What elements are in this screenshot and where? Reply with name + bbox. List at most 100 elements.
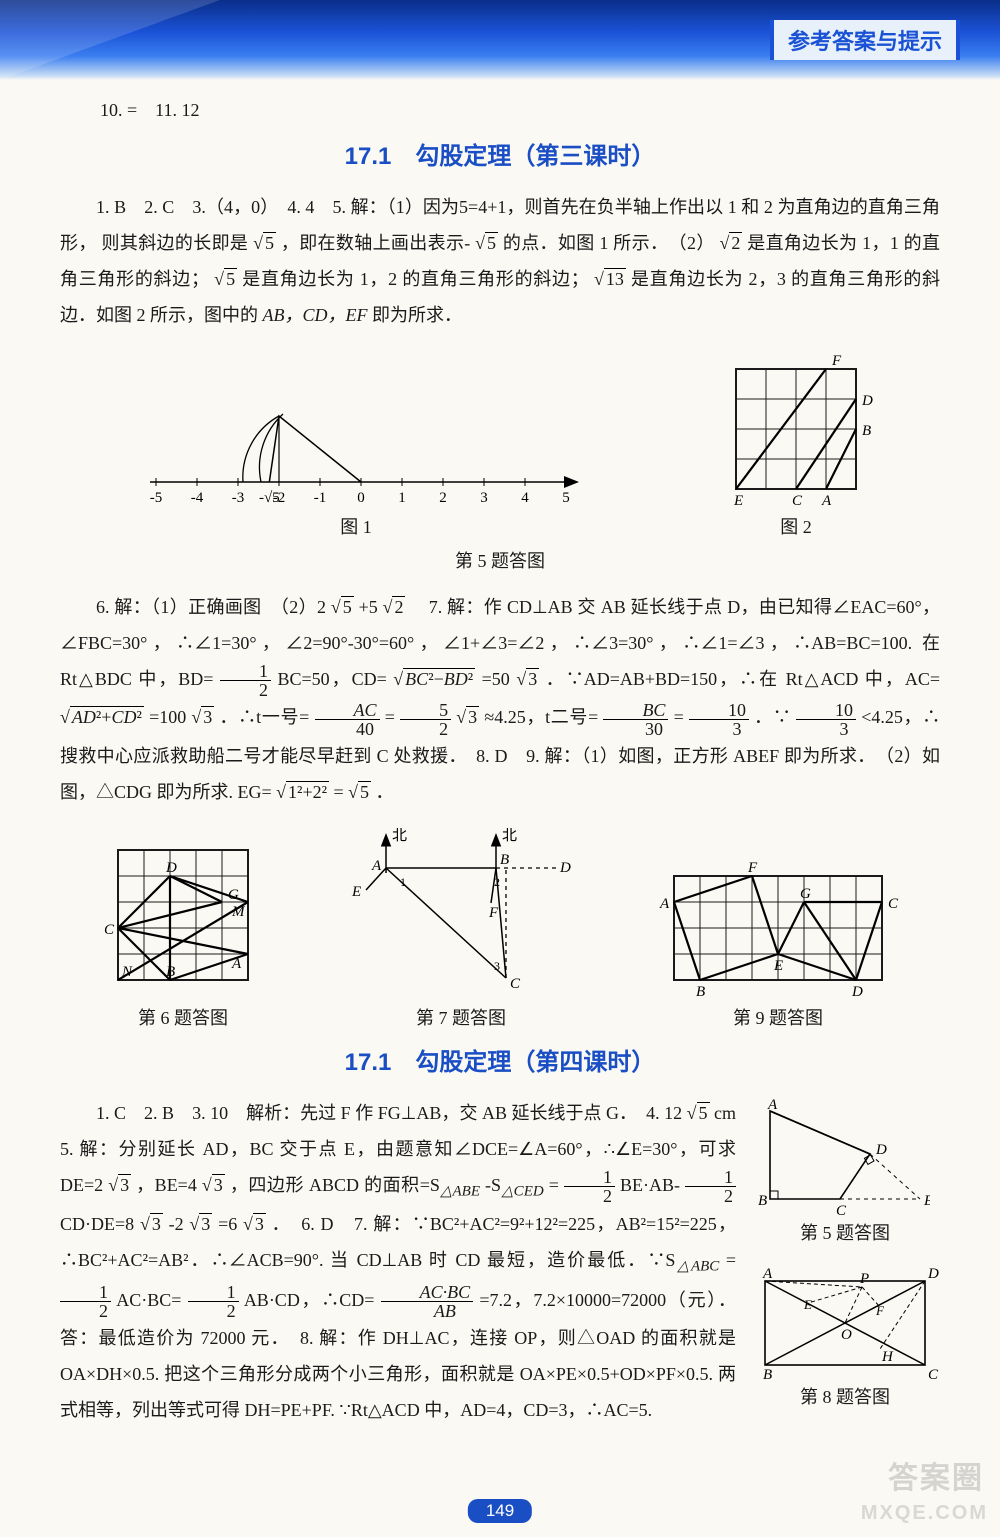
text: = <box>674 707 684 727</box>
figure-2-caption: 图 2 <box>780 513 812 539</box>
text: ，即在数轴上画出表示- <box>281 233 470 253</box>
figure-2-grid: ECABDF <box>718 351 874 507</box>
sqrt-5-icon: √5 <box>475 232 498 253</box>
text: cm <box>714 1103 754 1123</box>
sub: △CED <box>501 1183 544 1199</box>
svg-text:F: F <box>831 353 842 369</box>
svg-text:-1: -1 <box>314 490 327 506</box>
svg-text:B: B <box>862 423 871 439</box>
text: AB·CD，∴CD= <box>244 1290 375 1310</box>
frac-bc-30-icon: BC30 <box>603 701 668 738</box>
svg-text:D: D <box>165 860 177 876</box>
text: CD·DE=8 <box>60 1214 134 1234</box>
figure-7-col: 北北AEBDCF123 第 7 题答图 <box>346 828 576 1030</box>
frac-acbc-ab-icon: AC·BCAB <box>381 1283 474 1320</box>
svg-text:-5: -5 <box>150 490 163 506</box>
svg-text:E: E <box>773 958 783 974</box>
figure-7-caption: 第 7 题答图 <box>416 1004 506 1030</box>
svg-text:D: D <box>927 1266 939 1282</box>
carryover-answers: 10. = 11. 12 <box>100 96 940 122</box>
figure-7-diagram: 北北AEBDCF123 <box>346 828 576 998</box>
text: 6. 解：（1）正确画图 （2）2 <box>96 597 326 617</box>
sqrt-3-icon: √3 <box>189 1213 212 1234</box>
text: =6 <box>218 1214 237 1234</box>
sqrt-2-icon: √2 <box>720 232 743 253</box>
sqrt-5-icon: √5 <box>331 596 354 617</box>
text: 1. C 2. B 3. 10 解析：先过 F 作 FG⊥AB，交 AB 延长线… <box>96 1103 682 1123</box>
text: ，四边形 ABCD 的面积=S <box>230 1175 440 1195</box>
sqrt-3-icon: √3 <box>243 1213 266 1234</box>
svg-text:-4: -4 <box>191 490 204 506</box>
section3-paragraph-2: 6. 解：（1）正确画图 （2）2 √5 +5 √2 7. 解：作 CD⊥AB … <box>60 589 940 810</box>
frac-1-2-icon: 12 <box>685 1168 736 1205</box>
svg-text:D: D <box>559 860 571 876</box>
sqrt-5-icon: √5 <box>214 268 237 289</box>
text: -S <box>485 1175 501 1195</box>
text: ．∴t一号= <box>219 707 309 727</box>
sqrt-expr-icon: √BC²−BD² <box>393 668 475 689</box>
figure-5-caption: 第 5 题答图 <box>750 1219 940 1245</box>
frac-1-2-icon: 12 <box>564 1168 615 1205</box>
sqrt-2-icon: √2 <box>383 596 406 617</box>
text: BC=50，CD= <box>277 669 386 689</box>
sqrt-3-icon: √3 <box>516 668 539 689</box>
svg-text:B: B <box>763 1367 772 1383</box>
svg-text:D: D <box>851 984 863 998</box>
svg-text:-3: -3 <box>232 490 245 506</box>
sub: △ABE <box>440 1183 480 1199</box>
figure-6-col: CNBDMAG 第 6 题答图 <box>100 832 266 1030</box>
sqrt-5-icon: √5 <box>253 232 276 253</box>
sub: △ABC <box>675 1259 719 1275</box>
svg-text:北: 北 <box>502 828 517 844</box>
sqrt-3-icon: √3 <box>140 1213 163 1234</box>
figure-row-2: CNBDMAG 第 6 题答图 北北AEBDCF123 第 7 题答图 ABFE… <box>60 828 940 1030</box>
svg-text:A: A <box>371 858 382 874</box>
sqrt-expr-icon: √1²+2² <box>276 781 329 802</box>
svg-text:F: F <box>488 905 499 921</box>
svg-text:G: G <box>228 887 239 903</box>
svg-text:B: B <box>758 1193 767 1209</box>
text: 即为所求． <box>372 305 462 325</box>
svg-text:A: A <box>762 1266 773 1282</box>
svg-text:O: O <box>841 1327 852 1343</box>
text: +5 <box>359 597 378 617</box>
svg-text:3: 3 <box>480 490 488 506</box>
figure-9-col: ABFEGDC 第 9 题答图 <box>656 858 900 1030</box>
svg-text:E: E <box>733 493 743 507</box>
frac-ac-40-icon: AC40 <box>315 701 380 738</box>
sqrt-13-icon: √13 <box>594 268 626 289</box>
svg-text:B: B <box>696 984 705 998</box>
sqrt-5-icon: √5 <box>348 781 371 802</box>
figure-8-caption: 第 8 题答图 <box>750 1383 940 1409</box>
banner-diagonal <box>0 0 220 80</box>
svg-text:H: H <box>881 1349 894 1365</box>
svg-text:C: C <box>104 922 115 938</box>
text: -2 <box>169 1214 184 1234</box>
figure-1-numberline: -5-4-3-√5-2-1012345 <box>126 387 586 507</box>
svg-text:P: P <box>859 1271 869 1287</box>
page-content: 10. = 11. 12 17.1 勾股定理（第三课时） 1. B 2. C 3… <box>0 80 1000 1438</box>
section-title-4: 17.1 勾股定理（第四课时） <box>60 1042 940 1077</box>
text: = <box>385 707 395 727</box>
svg-text:0: 0 <box>357 490 365 506</box>
figure-1-col: -5-4-3-√5-2-1012345 图 1 <box>126 387 586 539</box>
figure-8-diagram: ADBCOPHEF <box>750 1263 940 1383</box>
text: = <box>334 782 344 802</box>
figure-5-float: ABCDE 第 5 题答图 ADBCOPHEF 第 8 题答图 <box>750 1099 940 1409</box>
text: = <box>549 1175 559 1195</box>
sqrt-3-icon: √3 <box>456 706 479 727</box>
figure-5-diagram: ABCDE <box>750 1099 930 1219</box>
sqrt-3-icon: √3 <box>191 706 214 727</box>
frac-10-3-icon: 103 <box>796 701 856 738</box>
page-number-badge: 149 <box>468 1499 532 1523</box>
segment-names: AB，CD，EF <box>263 305 368 325</box>
text: =50 <box>482 669 510 689</box>
text: BE·AB- <box>620 1175 680 1195</box>
svg-text:4: 4 <box>521 490 529 506</box>
svg-text:N: N <box>121 964 133 980</box>
frac-5-2-icon: 52 <box>400 701 451 738</box>
figure-group-caption: 第 5 题答图 <box>60 547 940 573</box>
frac-1-2-icon: 12 <box>220 662 271 699</box>
watermark-en: MXQE.COM <box>861 1502 988 1525</box>
figure-1-caption: 图 1 <box>340 513 372 539</box>
